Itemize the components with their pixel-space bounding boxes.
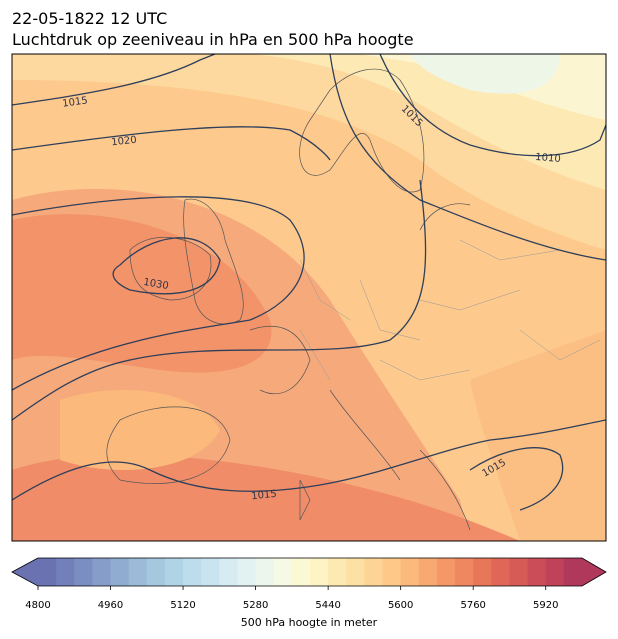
colorbar-bin xyxy=(237,558,257,586)
colorbar-bin xyxy=(418,558,438,586)
colorbar-bin xyxy=(164,558,184,586)
colorbar-bin xyxy=(455,558,474,586)
colorbar-label: 500 hPa hoogte in meter xyxy=(241,616,378,629)
colorbar-bin xyxy=(473,558,492,586)
colorbar-bin xyxy=(364,558,384,586)
colorbar-tick-label: 4960 xyxy=(98,600,123,611)
colorbar-tick-label: 5280 xyxy=(243,600,268,611)
colorbar-extend-low xyxy=(12,558,38,586)
isobar-label: 1020 xyxy=(111,135,137,149)
colorbar-bin xyxy=(346,558,365,586)
isobar-label: 1010 xyxy=(535,152,561,165)
colorbar-tick-label: 5440 xyxy=(315,600,340,611)
colorbar-bin xyxy=(92,558,112,586)
colorbar-extend-high xyxy=(582,558,606,586)
colorbar-bin xyxy=(74,558,93,586)
colorbar-bin xyxy=(219,558,238,586)
colorbar-tick-label: 5760 xyxy=(460,600,485,611)
colorbar-bin xyxy=(527,558,547,586)
colorbar-tick-label: 5120 xyxy=(170,600,195,611)
colorbar-bin xyxy=(146,558,166,586)
colorbar-tick-label: 5920 xyxy=(533,600,558,611)
colorbar-bin xyxy=(382,558,402,586)
colorbar: 4800 4960 5120 5280 5440 5600 5760 5920 xyxy=(11,557,607,611)
colorbar-outline xyxy=(11,557,607,587)
colorbar-bin xyxy=(491,558,510,586)
map: 1015 1020 1030 1015 1010 1015 1015 xyxy=(12,54,606,541)
colorbar-bin xyxy=(545,558,565,586)
colorbar-bin xyxy=(201,558,220,586)
isobar-label: 1030 xyxy=(142,277,169,292)
subtitle: Luchtdruk op zeeniveau in hPa en 500 hPa… xyxy=(12,30,414,49)
colorbar-bin xyxy=(400,558,420,586)
colorbar-bin xyxy=(509,558,529,586)
isobar-label: 1015 xyxy=(251,489,277,503)
colorbar-bin xyxy=(128,558,148,586)
colorbar-bin xyxy=(273,558,293,586)
colorbar-bin xyxy=(563,558,583,586)
colorbar-bin xyxy=(38,558,57,586)
title: 22-05-1822 12 UTC xyxy=(12,9,167,28)
colorbar-tick-label: 5600 xyxy=(388,600,413,611)
colorbar-bin xyxy=(291,558,311,586)
map-frame xyxy=(11,53,607,542)
colorbar-bin xyxy=(183,558,202,586)
colorbar-bin xyxy=(110,558,130,586)
colorbar-bin xyxy=(328,558,347,586)
isobar-label: 1015 xyxy=(62,95,89,109)
colorbar-bin xyxy=(310,558,329,586)
colorbar-bin xyxy=(255,558,275,586)
colorbar-tick-label: 4800 xyxy=(25,600,50,611)
colorbar-bin xyxy=(56,558,75,586)
colorbar-bin xyxy=(436,558,456,586)
